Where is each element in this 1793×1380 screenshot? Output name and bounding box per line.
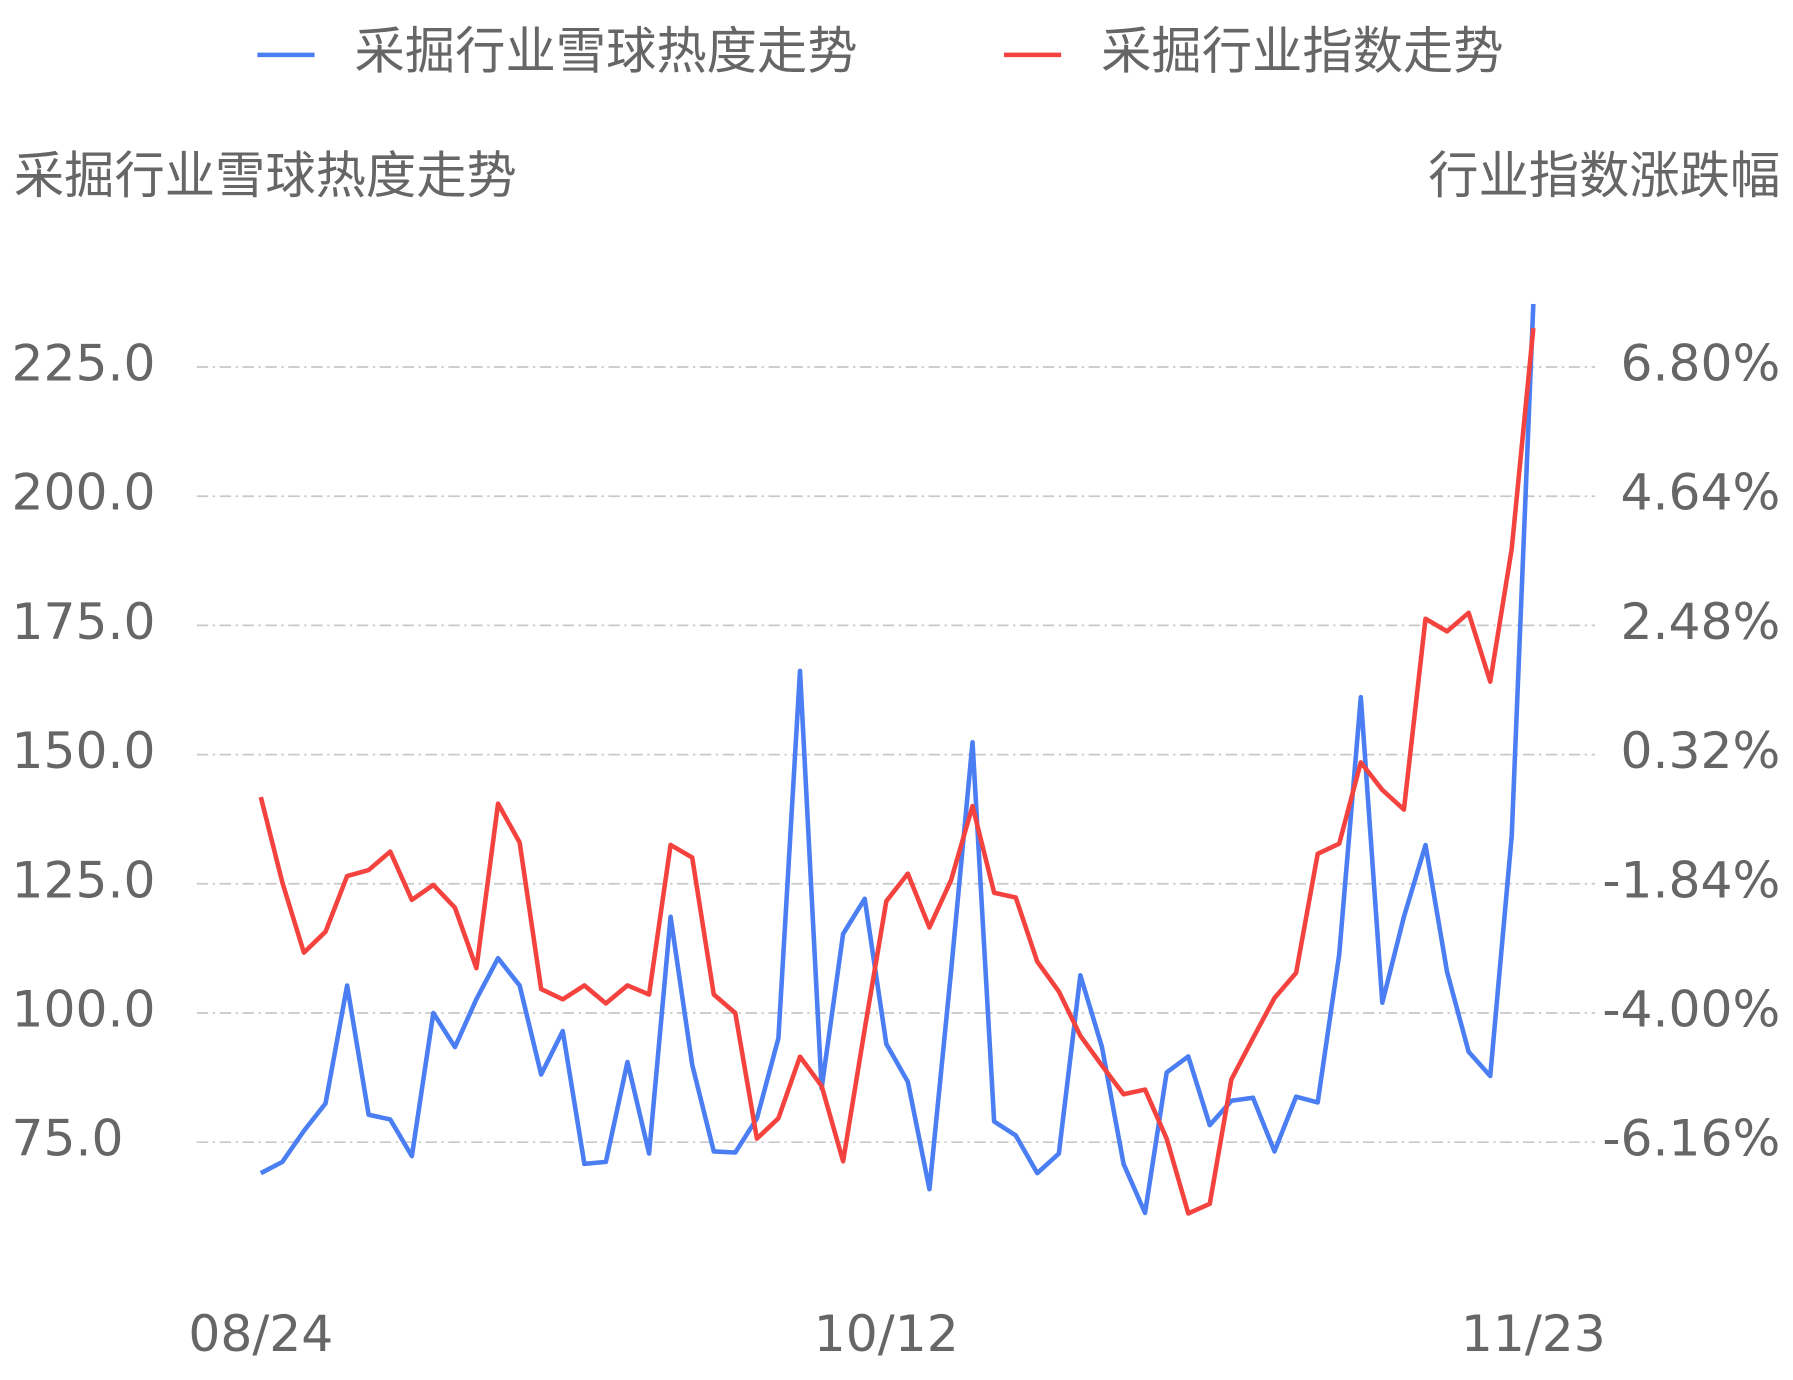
y2-tick-label: 6.80% [1621,334,1781,393]
y2-tick-label: 0.32% [1621,721,1781,780]
y-tick-label: 125.0 [12,850,156,909]
series-line [259,303,1536,1216]
y2-tick-label: 4.64% [1621,463,1781,522]
legend-label: 采掘行业指数走势 [1101,21,1503,80]
y2-tick-label: 2.48% [1621,592,1781,651]
legend-label: 采掘行业雪球热度走势 [355,21,858,80]
y-tick-label: 150.0 [12,721,156,780]
series-line [258,327,1536,1216]
y-tick-label: 200.0 [12,463,156,522]
y2-tick-label: -1.84% [1602,850,1780,909]
y2-tick-label: -6.16% [1602,1109,1780,1168]
x-tick-label: 08/24 [188,1304,333,1363]
x-tick-label: 10/12 [814,1304,959,1363]
y-tick-label: 75.0 [12,1109,124,1168]
y-axis-title: 采掘行业雪球热度走势 [14,146,517,205]
y2-tick-label: -4.00% [1602,979,1780,1038]
y2-axis-title: 行业指数涨跌幅 [1428,146,1780,205]
y-tick-label: 175.0 [12,592,156,651]
y-tick-label: 100.0 [12,979,156,1038]
y-tick-label: 225.0 [12,334,156,393]
x-tick-label: 11/23 [1461,1304,1606,1363]
